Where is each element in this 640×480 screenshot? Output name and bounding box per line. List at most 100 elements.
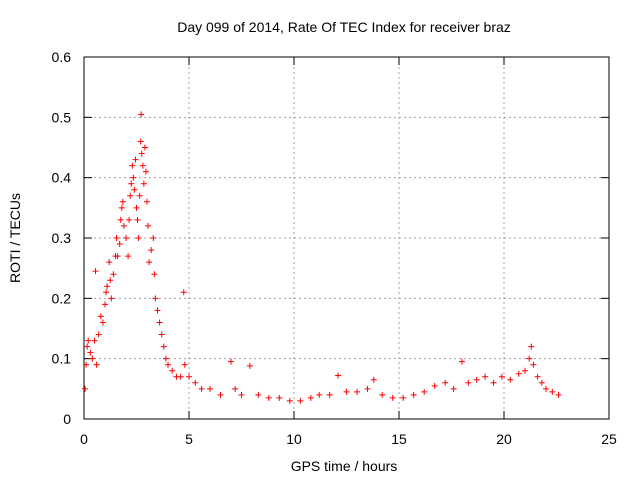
data-point [246,362,253,369]
data-points [82,111,562,404]
data-point [137,138,144,145]
data-point [165,361,171,368]
grid-lines [84,57,609,419]
data-point [125,253,132,260]
data-point [156,319,163,326]
data-point [104,283,111,290]
data-point [142,168,149,175]
x-tick-label: 0 [80,431,88,447]
data-point [83,361,90,368]
data-point [543,385,549,392]
data-point [84,343,91,350]
data-point [92,268,99,275]
y-tick-label: 0.2 [52,290,72,306]
data-point [450,385,457,392]
x-tick-label: 15 [391,431,407,447]
data-point [307,394,314,401]
data-point [232,385,239,392]
data-point [131,186,138,193]
data-point [265,394,272,401]
data-point [158,331,165,338]
data-point [82,385,89,392]
data-point [160,343,167,350]
data-point [154,307,161,314]
data-point [113,235,120,241]
data-point [162,355,169,362]
data-point [138,150,145,157]
data-point [180,289,187,296]
data-point [238,391,245,398]
data-point [526,355,533,362]
data-point [135,235,142,241]
data-point [117,216,124,223]
data-point [186,373,192,380]
data-point [103,289,110,296]
data-point [177,373,184,380]
data-point [522,367,528,374]
x-tick-label: 20 [496,431,512,447]
y-axis-label: ROTI / TECUs [7,193,23,283]
data-point [286,397,293,404]
y-tick-label: 0.1 [52,351,72,367]
data-point [498,373,505,380]
data-point [421,388,428,395]
data-point [85,337,92,344]
data-point [97,313,104,320]
data-point [106,259,113,266]
data-point [528,343,535,350]
data-point [490,379,497,386]
data-point [389,394,396,401]
data-point [116,241,123,248]
data-point [126,216,133,223]
data-point [297,397,304,404]
data-point [141,144,148,151]
data-point [276,394,283,401]
x-tick-label: 5 [185,431,193,447]
data-point [114,253,121,260]
data-point [132,156,139,163]
data-point [119,198,126,205]
data-point [465,379,472,386]
data-point [102,301,108,308]
data-point [138,111,145,118]
x-axis-label: GPS time / hours [291,458,398,474]
data-point [555,391,562,398]
data-point [370,376,377,383]
data-point [207,385,213,392]
data-point [140,180,147,187]
data-point [134,216,141,223]
data-point [354,388,360,395]
x-tick-label: 10 [286,431,302,447]
data-point [549,388,556,395]
data-point [130,174,137,181]
chart-title: Day 099 of 2014, Rate Of TEC Index for r… [177,19,511,35]
data-point [133,204,140,211]
data-point [129,162,136,169]
data-point [379,391,386,398]
data-point [123,235,129,241]
data-point [255,391,262,398]
data-point [87,349,94,356]
data-point [93,361,100,368]
data-point [482,373,489,380]
data-point [459,358,465,365]
data-point [228,358,234,365]
data-point [530,361,537,368]
data-point [410,391,417,398]
data-point [89,355,96,362]
y-tick-label: 0.3 [52,230,72,246]
data-point [95,331,102,338]
data-point [343,388,350,395]
data-point [128,180,135,187]
data-point [144,198,150,205]
data-point [217,391,224,398]
data-point [120,222,127,229]
data-point [198,385,205,392]
data-point [127,192,134,199]
data-point [192,379,199,386]
data-point [146,259,153,266]
data-point [150,235,157,241]
data-point [108,295,115,302]
data-point [91,337,98,344]
